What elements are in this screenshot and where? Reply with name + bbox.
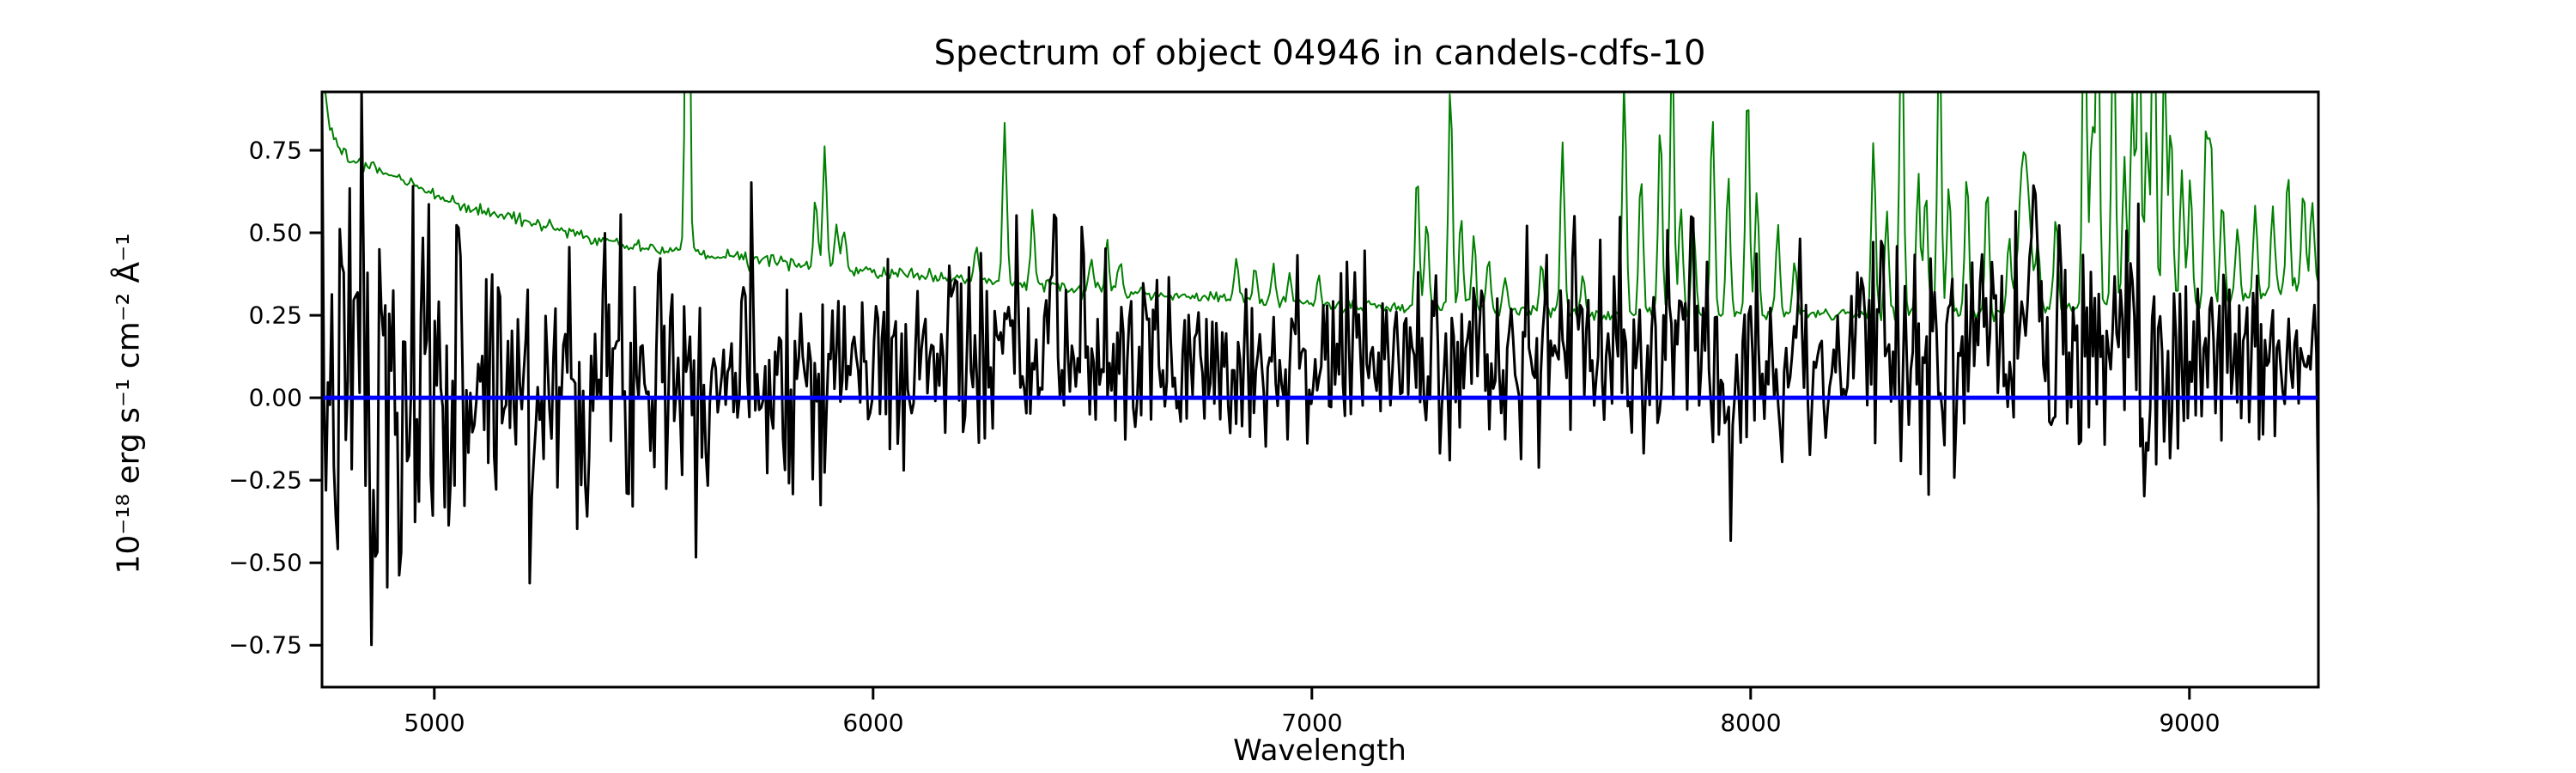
x-axis-ticks (433, 688, 2191, 700)
y-tick-label: 0.75 (248, 136, 302, 165)
x-tick-label: 6000 (842, 709, 904, 737)
axes-spines (320, 90, 2320, 689)
flux-spectrum-line (322, 92, 2318, 647)
y-tick-label: −0.25 (228, 466, 302, 495)
y-tick-label: 0.25 (248, 301, 302, 330)
x-tick-label: 7000 (1281, 709, 1343, 737)
y-tick-label: 0.00 (248, 383, 302, 412)
y-tick-label: −0.75 (228, 630, 302, 660)
y-tick-label: −0.50 (228, 548, 302, 577)
x-axis-label: Wavelength (1233, 733, 1406, 768)
x-tick-label: 8000 (1720, 709, 1782, 737)
y-tick-label: 0.50 (248, 218, 302, 247)
chart-title: Spectrum of object 04946 in candels-cdfs… (933, 33, 1706, 73)
y-axis-ticks (309, 149, 321, 647)
x-tick-label: 9000 (2159, 709, 2221, 737)
x-tick-label: 5000 (404, 709, 465, 737)
error-spectrum-line (324, 92, 2318, 323)
